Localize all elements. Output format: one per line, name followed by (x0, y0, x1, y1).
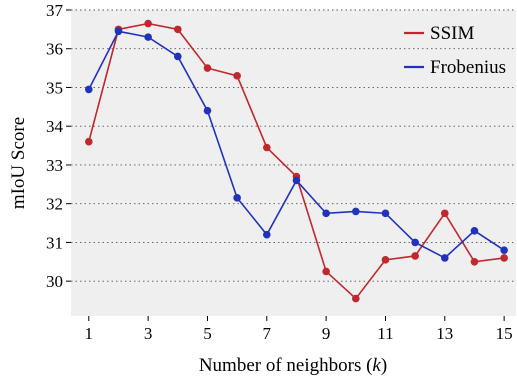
y-tick-label: 31 (46, 233, 63, 252)
data-point (144, 33, 152, 41)
data-point (144, 19, 152, 28)
data-point (233, 194, 241, 202)
y-tick-label: 37 (46, 1, 64, 20)
x-tick-label: 11 (377, 324, 393, 343)
data-point (85, 85, 93, 94)
data-point (322, 209, 330, 218)
y-axis-label: mIoU Score (8, 117, 29, 209)
y-axis-ticks: 30 31 32 33 34 35 36 37 (46, 1, 71, 291)
y-tick-label: 34 (46, 117, 64, 136)
x-axis-ticks: 1 3 5 7 9 11 13 15 (85, 316, 513, 343)
data-point (411, 238, 419, 247)
y-tick-label: 33 (46, 156, 63, 175)
data-point (381, 256, 390, 264)
data-point (441, 254, 449, 262)
legend-label-ssim: SSIM (430, 23, 474, 44)
data-point (174, 52, 182, 61)
data-point (352, 207, 360, 216)
series-ssim (85, 19, 508, 303)
data-point (114, 27, 123, 36)
data-point (203, 106, 212, 115)
data-point (441, 209, 449, 218)
data-point (470, 226, 479, 235)
series-frobenius (85, 27, 508, 262)
x-tick-label: 7 (263, 324, 272, 343)
x-tick-label: 1 (85, 324, 94, 343)
data-point (500, 254, 508, 262)
y-tick-label: 35 (46, 78, 63, 97)
data-point (263, 143, 271, 152)
y-tick-label: 32 (46, 195, 63, 214)
x-axis-label-end: ) (381, 355, 387, 376)
data-point (381, 209, 390, 218)
y-tick-label: 30 (46, 272, 63, 291)
data-point (322, 267, 330, 276)
data-point (292, 176, 301, 185)
legend-label-frobenius: Frobenius (430, 57, 506, 78)
x-axis-label-variable: k (372, 355, 381, 376)
x-tick-label: 5 (203, 324, 212, 343)
data-point (352, 294, 360, 303)
x-axis-label: Number of neighbors (k) (199, 355, 387, 376)
legend: SSIM Frobenius (404, 23, 506, 78)
data-point (174, 25, 182, 34)
data-point (233, 72, 241, 80)
x-tick-label: 13 (436, 324, 453, 343)
x-tick-label: 15 (496, 324, 513, 343)
series-group (85, 19, 508, 303)
x-tick-label: 3 (144, 324, 153, 343)
y-tick-label: 36 (46, 40, 63, 59)
data-point (85, 137, 93, 146)
x-tick-label: 9 (322, 324, 331, 343)
data-point (411, 252, 419, 260)
data-point (203, 64, 212, 72)
data-point (500, 246, 508, 254)
x-axis-label-text: Number of neighbors ( (199, 355, 373, 376)
data-point (470, 257, 479, 266)
plot-area (71, 10, 516, 316)
data-point (263, 230, 271, 239)
